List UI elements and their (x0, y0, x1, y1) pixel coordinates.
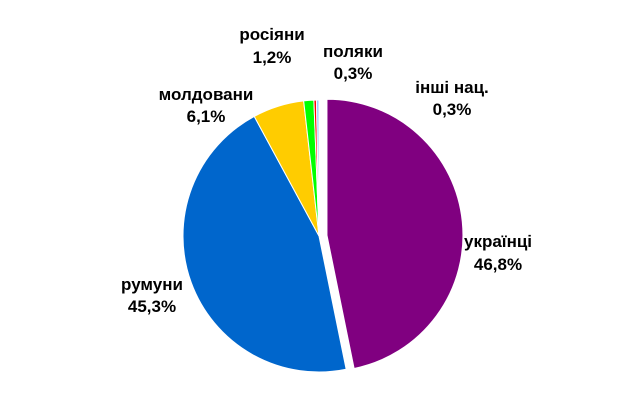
value-moldovans: 6,1% (187, 107, 226, 126)
value-russians: 1,2% (253, 48, 292, 67)
pie-slice-ukrainians (326, 98, 464, 370)
label-russians: росіяни (239, 25, 304, 44)
label-moldovans: молдовани (159, 85, 254, 104)
label-romanians: румуни (121, 275, 183, 294)
value-romanians: 45,3% (128, 297, 176, 316)
pie-labels: українці 46,8% румуни 45,3% молдовани 6,… (121, 25, 532, 316)
label-ukrainians: українці (464, 232, 532, 251)
value-poles: 0,3% (334, 64, 373, 83)
pie-slice-romanians (182, 115, 347, 373)
pie-slice-other (315, 99, 320, 237)
label-poles: поляки (323, 42, 383, 61)
label-other: інші нац. (415, 78, 489, 97)
pie-slices (182, 98, 464, 373)
value-other: 0,3% (433, 100, 472, 119)
value-ukrainians: 46,8% (474, 255, 522, 274)
